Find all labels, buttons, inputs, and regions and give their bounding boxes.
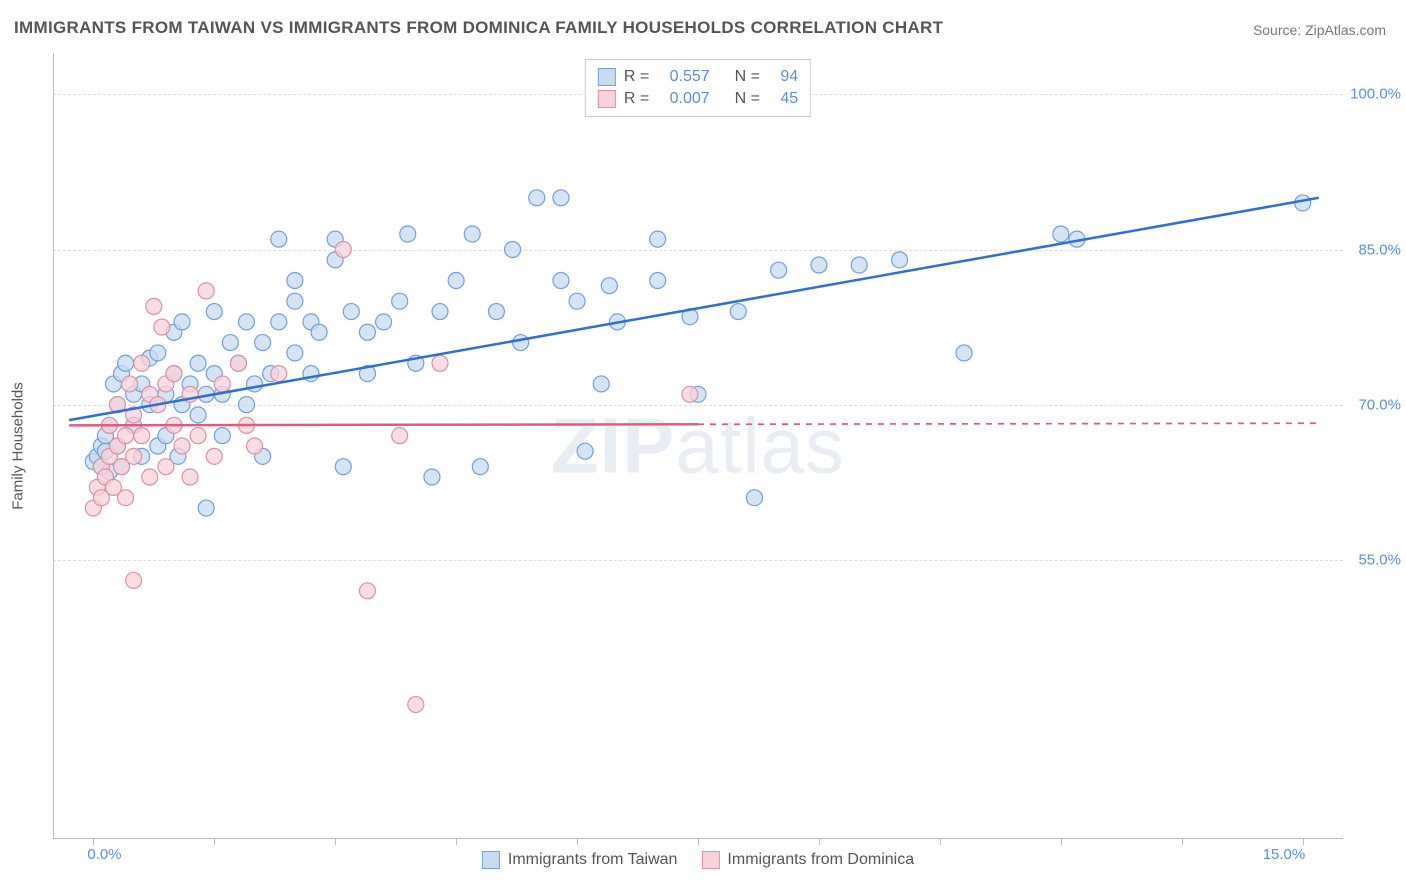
- legend-series: Immigrants from Taiwan Immigrants from Do…: [482, 851, 914, 869]
- x-tick-mark: [1182, 839, 1183, 845]
- legend-swatch: [598, 68, 616, 86]
- legend-swatch: [598, 90, 616, 108]
- legend-n-value: 94: [780, 68, 798, 86]
- x-tick-mark: [214, 839, 215, 845]
- legend-n-value: 45: [780, 90, 798, 108]
- legend-r-value: 0.557: [670, 68, 710, 86]
- y-tick-label: 100.0%: [1350, 86, 1401, 103]
- x-tick-mark: [819, 839, 820, 845]
- legend-swatch: [701, 851, 719, 869]
- legend-label: Immigrants from Dominica: [727, 851, 914, 869]
- legend-row: R = 0.007 N = 45: [598, 88, 798, 110]
- legend-item: Immigrants from Dominica: [701, 851, 914, 869]
- legend-label: Immigrants from Taiwan: [508, 851, 678, 869]
- legend-swatch: [482, 851, 500, 869]
- legend-r-label: R =: [624, 90, 649, 108]
- x-tick-label: 15.0%: [1263, 846, 1306, 863]
- source-link[interactable]: ZipAtlas.com: [1305, 22, 1386, 38]
- plot-area: ZIPatlas R = 0.557 N = 94 R = 0.007 N = …: [53, 53, 1343, 839]
- legend-item: Immigrants from Taiwan: [482, 851, 678, 869]
- y-axis-label: Family Households: [10, 382, 27, 510]
- x-tick-mark: [93, 839, 94, 845]
- x-tick-label: 0.0%: [87, 846, 121, 863]
- x-tick-mark: [1061, 839, 1062, 845]
- x-tick-mark: [698, 839, 699, 845]
- legend-n-label: N =: [735, 90, 760, 108]
- x-tick-mark: [940, 839, 941, 845]
- y-tick-label: 70.0%: [1358, 396, 1401, 413]
- x-tick-mark: [335, 839, 336, 845]
- y-tick-label: 85.0%: [1358, 241, 1401, 258]
- chart-container: IMMIGRANTS FROM TAIWAN VS IMMIGRANTS FRO…: [0, 0, 1406, 892]
- legend-row: R = 0.557 N = 94: [598, 66, 798, 88]
- axis-frame: [53, 53, 1343, 839]
- y-tick-label: 55.0%: [1358, 551, 1401, 568]
- legend-r-label: R =: [624, 68, 649, 86]
- x-tick-mark: [456, 839, 457, 845]
- source-label: Source:: [1253, 22, 1301, 38]
- legend-correlation: R = 0.557 N = 94 R = 0.007 N = 45: [585, 59, 811, 117]
- source-citation: Source: ZipAtlas.com: [1253, 22, 1386, 38]
- legend-n-label: N =: [735, 68, 760, 86]
- legend-r-value: 0.007: [670, 90, 710, 108]
- chart-title: IMMIGRANTS FROM TAIWAN VS IMMIGRANTS FRO…: [14, 18, 943, 38]
- x-tick-mark: [1303, 839, 1304, 845]
- x-tick-mark: [577, 839, 578, 845]
